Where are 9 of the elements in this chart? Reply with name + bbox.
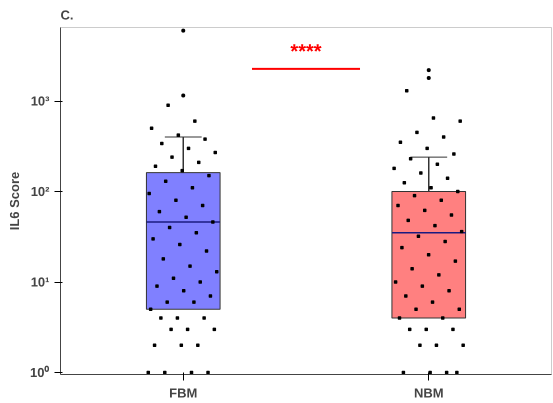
y-tick-label: 10¹ (30, 274, 50, 290)
y-tick-label: 10⁰ (30, 364, 50, 380)
x-tick-label: NBM (414, 386, 444, 400)
y-axis-title: IL6 Score (7, 172, 22, 230)
y-tick-label: 10² (30, 184, 50, 200)
y-tick-label: 10³ (30, 94, 50, 109)
annotation: **** (290, 40, 322, 63)
x-tick-label: FBM (169, 386, 198, 400)
chart-title: C. (60, 8, 74, 22)
